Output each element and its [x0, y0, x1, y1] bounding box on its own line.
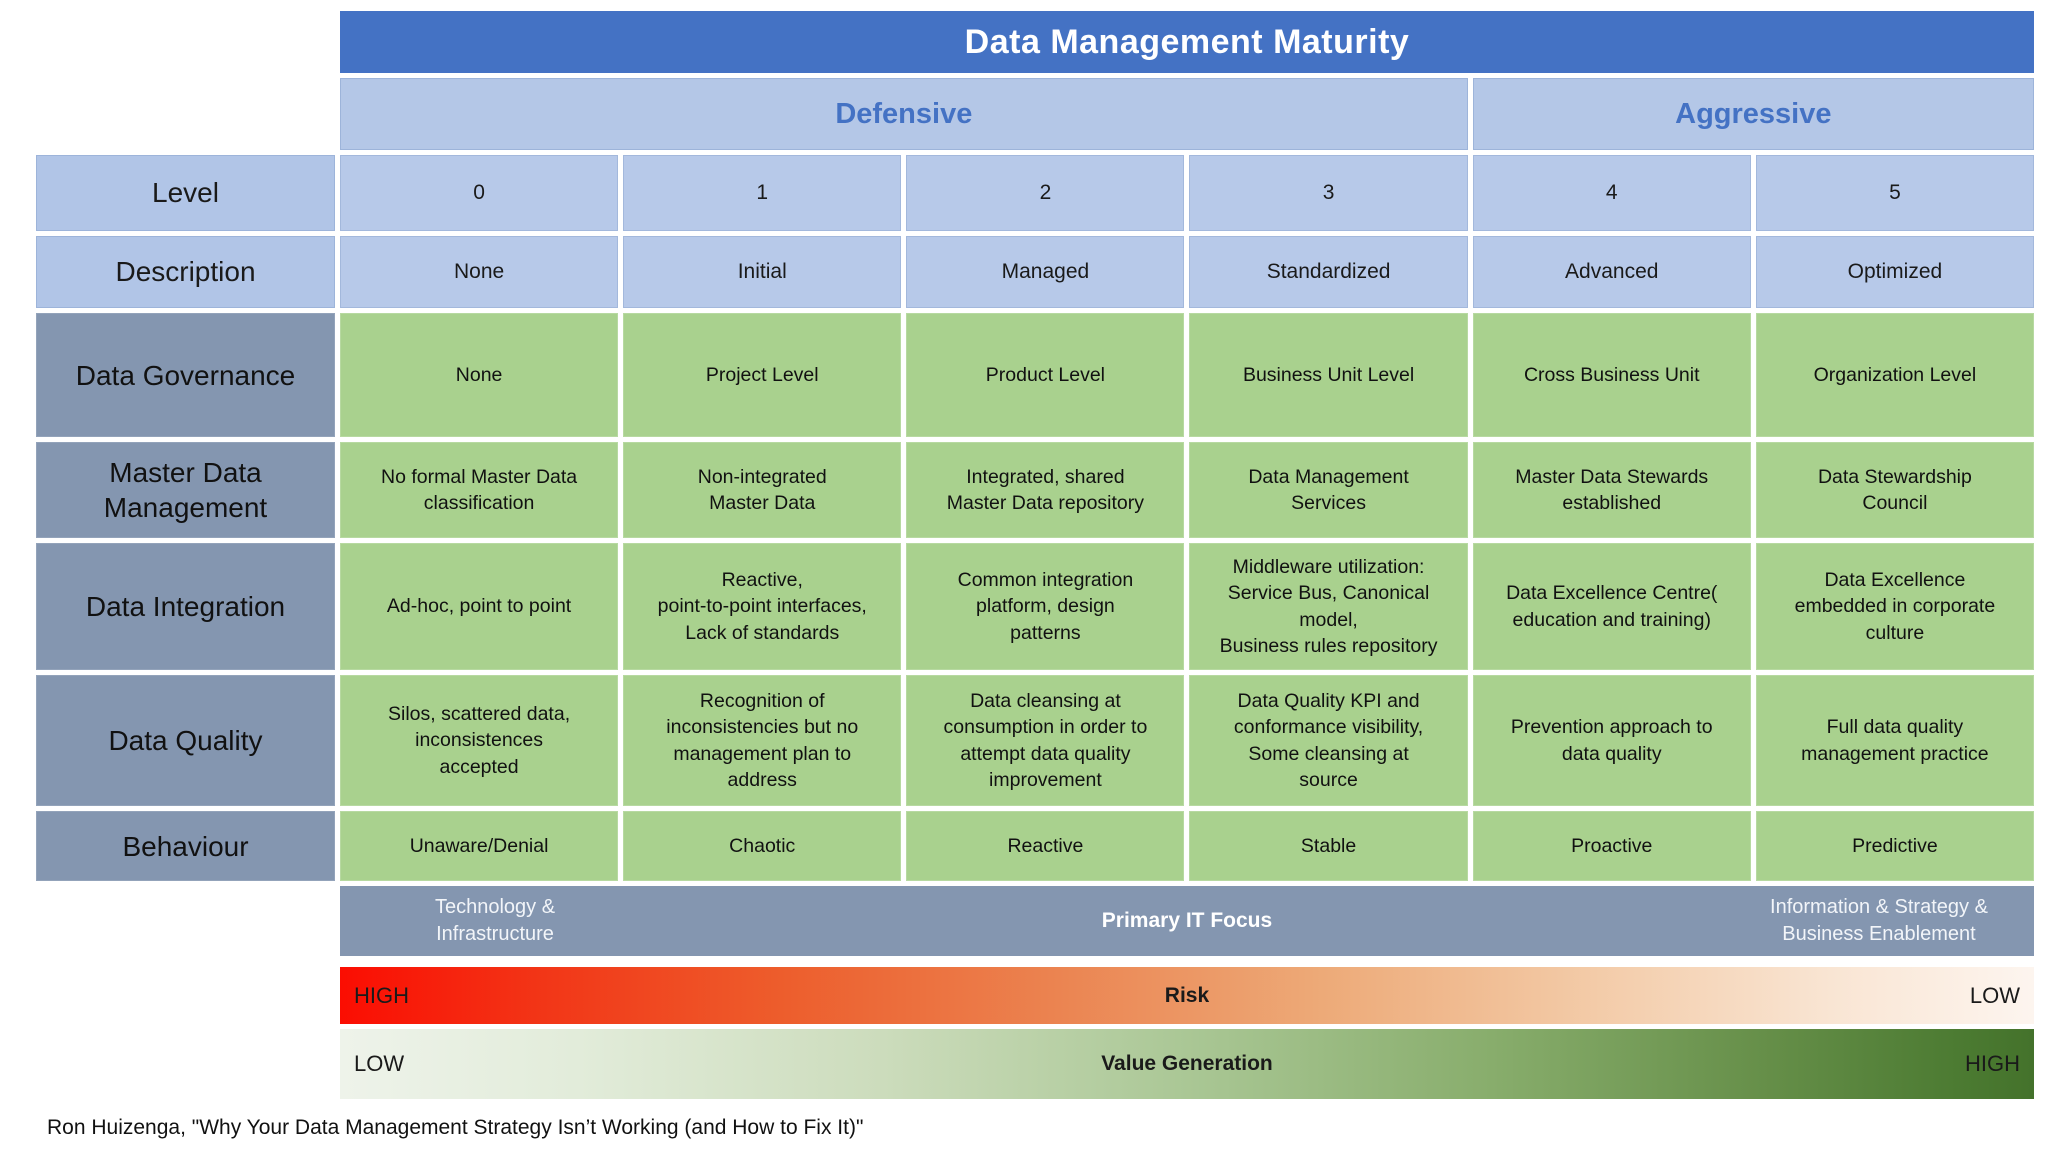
row-label-data-governance: Data Governance [36, 313, 335, 437]
data-integration-cell-1: Reactive, point-to-point interfaces, Lac… [623, 543, 902, 670]
data-integration-cell-2: Common integration platform, design patt… [906, 543, 1185, 670]
master-data-cell-0: No formal Master Data classification [340, 442, 619, 538]
it-focus-spacer [36, 886, 335, 956]
description-cell-4: Advanced [1472, 236, 1751, 308]
it-focus-right-label: Information & Strategy & Business Enable… [1770, 896, 1988, 945]
value-title: Value Generation [1101, 1052, 1273, 1075]
level-cell-2: 2 [906, 155, 1185, 231]
description-cell-0: None [340, 236, 619, 308]
footer-citation: Ron Huizenga, "Why Your Data Management … [47, 1116, 864, 1139]
behaviour-cell-2: Reactive [906, 811, 1185, 881]
behaviour-cell-3: Stable [1189, 811, 1468, 881]
data-governance-cell-5: Organization Level [1755, 313, 2034, 437]
master-data-cell-2: Integrated, shared Master Data repositor… [906, 442, 1185, 538]
description-cell-5: Optimized [1755, 236, 2034, 308]
master-data-cell-4: Master Data Stewards established [1472, 442, 1751, 538]
data-governance-cell-0: None [340, 313, 619, 437]
level-cell-4: 4 [1472, 155, 1751, 231]
row-label-level: Level [36, 155, 335, 231]
value-gradient-bar: LOW Value Generation HIGH [340, 1029, 2034, 1099]
data-quality-cell-3: Data Quality KPI and conformance visibil… [1189, 675, 1468, 806]
data-quality-cell-2: Data cleansing at consumption in order t… [906, 675, 1185, 806]
data-governance-cell-4: Cross Business Unit [1472, 313, 1751, 437]
master-data-cell-5: Data Stewardship Council [1755, 442, 2034, 538]
level-cell-5: 5 [1755, 155, 2034, 231]
risk-low-label: LOW [1969, 982, 2020, 1008]
data-quality-cell-4: Prevention approach to data quality [1472, 675, 1751, 806]
value-spacer [36, 1029, 335, 1099]
behaviour-cell-5: Predictive [1755, 811, 2034, 881]
data-integration-cell-3: Middleware utilization: Service Bus, Can… [1189, 543, 1468, 670]
primary-it-focus-bar: Technology & Infrastructure Primary IT F… [340, 886, 2034, 956]
data-integration-cell-4: Data Excellence Centre( education and tr… [1472, 543, 1751, 670]
master-data-cell-3: Data Management Services [1189, 442, 1468, 538]
page-title: Data Management Maturity [340, 11, 2034, 73]
level-cell-0: 0 [340, 155, 619, 231]
description-cell-3: Standardized [1189, 236, 1468, 308]
master-data-cell-1: Non-integrated Master Data [623, 442, 902, 538]
value-low-label: LOW [354, 1051, 405, 1076]
level-cell-3: 3 [1189, 155, 1468, 231]
group-header-aggressive: Aggressive [1472, 78, 2034, 150]
maturity-table: Data Management Maturity Defensive Aggre… [36, 11, 2034, 1099]
data-integration-cell-5: Data Excellence embedded in corporate cu… [1755, 543, 2034, 670]
row-label-behaviour: Behaviour [36, 811, 335, 881]
data-integration-cell-0: Ad-hoc, point to point [340, 543, 619, 670]
behaviour-cell-1: Chaotic [623, 811, 902, 881]
behaviour-cell-0: Unaware/Denial [340, 811, 619, 881]
data-quality-cell-0: Silos, scattered data, inconsistences ac… [340, 675, 619, 806]
title-row-spacer [36, 11, 335, 73]
row-label-data-quality: Data Quality [36, 675, 335, 806]
description-cell-2: Managed [906, 236, 1185, 308]
data-governance-cell-3: Business Unit Level [1189, 313, 1468, 437]
level-cell-1: 1 [623, 155, 902, 231]
description-cell-1: Initial [623, 236, 902, 308]
behaviour-cell-4: Proactive [1472, 811, 1751, 881]
row-label-description: Description [36, 236, 335, 308]
group-header-defensive: Defensive [340, 78, 1468, 150]
risk-high-label: HIGH [354, 982, 409, 1008]
row-label-master-data: Master Data Management [36, 442, 335, 538]
value-high-label: HIGH [1964, 1051, 2020, 1076]
it-focus-center-label: Primary IT Focus [1101, 909, 1273, 932]
risk-gradient-bar: HIGH Risk LOW [340, 967, 2034, 1024]
risk-spacer [36, 961, 335, 1024]
group-row-spacer [36, 78, 335, 150]
it-focus-left-label: Technology & Infrastructure [434, 896, 556, 945]
row-label-data-integration: Data Integration [36, 543, 335, 670]
risk-title: Risk [1164, 983, 1210, 1007]
data-quality-cell-5: Full data quality management practice [1755, 675, 2034, 806]
data-governance-cell-2: Product Level [906, 313, 1185, 437]
data-quality-cell-1: Recognition of inconsistencies but no ma… [623, 675, 902, 806]
data-governance-cell-1: Project Level [623, 313, 902, 437]
